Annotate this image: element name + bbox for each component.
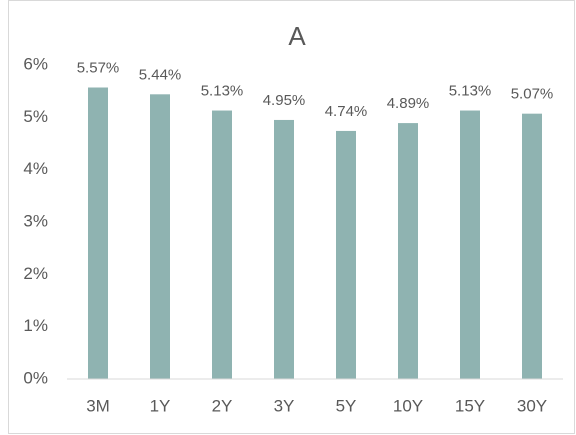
data-label: 4.95%	[263, 92, 306, 109]
bar	[336, 130, 356, 379]
data-label: 5.44%	[139, 66, 182, 83]
data-label: 5.57%	[77, 59, 120, 76]
data-label: 5.13%	[201, 82, 244, 99]
data-label: 4.89%	[387, 95, 430, 112]
x-tick-label: 2Y	[212, 396, 233, 415]
x-tick-label: 1Y	[150, 396, 171, 415]
y-tick-label: 0%	[23, 368, 48, 387]
y-tick-label: 2%	[23, 264, 48, 283]
y-tick-label: 5%	[23, 107, 48, 126]
bar	[460, 110, 480, 379]
x-tick-label: 3Y	[274, 396, 295, 415]
y-tick-label: 4%	[23, 159, 48, 178]
bar	[212, 110, 232, 379]
y-tick-label: 3%	[23, 211, 48, 230]
bar	[522, 113, 542, 380]
y-tick-label: 1%	[23, 316, 48, 335]
data-label: 4.74%	[325, 103, 368, 120]
x-tick-label: 30Y	[517, 396, 547, 415]
bar	[88, 87, 108, 380]
x-tick-label: 5Y	[336, 396, 357, 415]
x-tick-label: 10Y	[393, 396, 423, 415]
y-tick-label: 6%	[23, 54, 48, 73]
bar	[398, 123, 418, 379]
x-tick-label: 15Y	[455, 396, 485, 415]
x-tick-label: 3M	[86, 396, 110, 415]
chart-title: A	[288, 21, 306, 51]
data-label: 5.13%	[449, 82, 492, 99]
bar	[274, 119, 294, 379]
bar	[150, 94, 170, 379]
data-label: 5.07%	[511, 86, 554, 103]
